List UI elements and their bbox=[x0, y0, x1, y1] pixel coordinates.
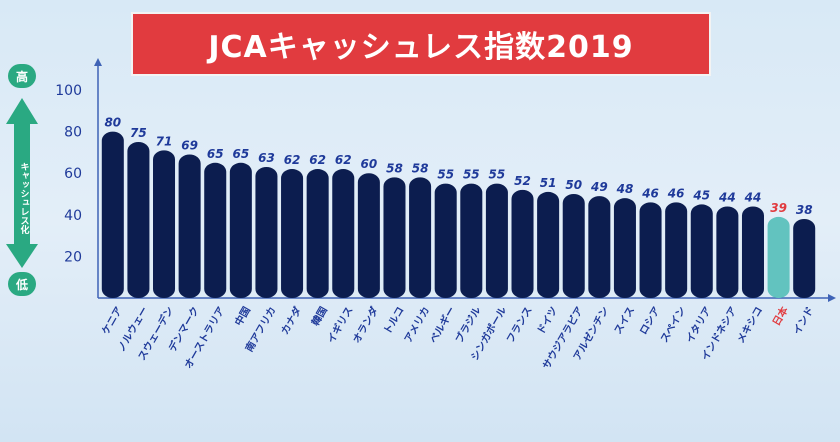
bar-value-label: 65 bbox=[207, 147, 224, 161]
bar bbox=[511, 189, 534, 298]
bar-value-label: 62 bbox=[335, 153, 352, 167]
bar bbox=[101, 131, 124, 298]
category-label: ドイツ bbox=[535, 305, 560, 337]
bar bbox=[204, 162, 227, 298]
bar-value-label: 69 bbox=[181, 138, 198, 152]
low-badge: 低 bbox=[8, 272, 36, 296]
bar bbox=[409, 177, 432, 298]
bar bbox=[255, 166, 278, 298]
bar-value-label: 75 bbox=[130, 126, 147, 140]
bar-value-label: 46 bbox=[641, 186, 659, 200]
bar bbox=[485, 183, 508, 298]
bar bbox=[793, 218, 816, 298]
y-axis-arrow-icon bbox=[94, 58, 102, 66]
bar bbox=[741, 206, 764, 298]
bar bbox=[716, 206, 739, 298]
bar bbox=[383, 177, 406, 298]
category-label: カナダ bbox=[278, 304, 304, 336]
bar-value-label: 38 bbox=[796, 203, 813, 217]
bar bbox=[767, 216, 790, 298]
category-label: 日本 bbox=[769, 303, 791, 328]
bar-value-label: 44 bbox=[718, 190, 736, 204]
bar-value-label: 55 bbox=[489, 168, 506, 182]
bar bbox=[178, 154, 201, 298]
bar-value-label: 58 bbox=[412, 161, 429, 175]
bar-value-label: 58 bbox=[386, 161, 403, 175]
bar-value-label: 63 bbox=[258, 151, 275, 165]
bar-value-label: 52 bbox=[514, 174, 531, 188]
bar bbox=[229, 162, 252, 298]
bar-value-label: 51 bbox=[540, 176, 557, 190]
chart-title: JCAキャッシュレス指数2019 bbox=[131, 12, 711, 76]
bar-value-label: 50 bbox=[565, 178, 582, 192]
bar bbox=[460, 183, 483, 298]
cashless-arrow-icon bbox=[6, 98, 38, 268]
category-label: 韓国 bbox=[309, 304, 330, 328]
category-label: 中国 bbox=[232, 304, 253, 328]
high-badge: 高 bbox=[8, 64, 36, 88]
bar bbox=[357, 173, 380, 298]
bar-value-label: 55 bbox=[437, 168, 454, 182]
bar bbox=[127, 142, 150, 298]
bar bbox=[281, 169, 304, 298]
category-label: ケニア bbox=[100, 305, 125, 337]
bar-value-label: 71 bbox=[156, 134, 173, 148]
y-tick-label: 40 bbox=[64, 208, 82, 224]
bar-value-label: 60 bbox=[361, 157, 378, 171]
cashless-arrow-label: キャッシュレス化 bbox=[18, 162, 29, 234]
bar bbox=[562, 194, 585, 298]
y-tick-label: 20 bbox=[64, 249, 82, 265]
bar-value-label: 65 bbox=[232, 147, 249, 161]
bar-value-label: 80 bbox=[104, 116, 121, 130]
axes: 20 40 60 80 100 bbox=[55, 58, 836, 302]
bar-value-label: 49 bbox=[590, 180, 608, 194]
category-label: スペイン bbox=[658, 305, 688, 345]
bar bbox=[306, 169, 329, 298]
bar bbox=[434, 183, 457, 298]
bar bbox=[639, 202, 662, 298]
y-tick-label: 60 bbox=[64, 166, 82, 182]
bar-value-label: 48 bbox=[616, 182, 634, 196]
bar bbox=[690, 204, 713, 298]
category-label: アメリカ bbox=[402, 305, 432, 345]
bar-value-label: 45 bbox=[692, 188, 710, 202]
bar bbox=[588, 196, 611, 298]
y-tick-label: 80 bbox=[64, 125, 82, 141]
category-label: スイス bbox=[612, 305, 637, 337]
bar bbox=[613, 198, 636, 298]
bar bbox=[153, 150, 176, 298]
bar-value-label: 46 bbox=[667, 186, 685, 200]
bar-value-label: 62 bbox=[284, 153, 301, 167]
bars: 80ケニア75ノルウェー71スウェーデン69デンマーク65オーストラリア65中国… bbox=[100, 116, 817, 372]
category-label: ロシア bbox=[637, 305, 662, 337]
bar-value-label: 55 bbox=[463, 168, 480, 182]
y-tick-label: 100 bbox=[55, 83, 82, 99]
category-label: トルコ bbox=[381, 305, 406, 337]
category-label: インド bbox=[791, 305, 816, 337]
bar bbox=[332, 169, 355, 298]
bar-value-label: 62 bbox=[309, 153, 326, 167]
x-axis-arrow-icon bbox=[828, 294, 836, 302]
bar-value-label: 44 bbox=[744, 190, 762, 204]
bar bbox=[665, 202, 688, 298]
bar-value-label: 39 bbox=[770, 201, 787, 215]
bar bbox=[537, 191, 560, 298]
